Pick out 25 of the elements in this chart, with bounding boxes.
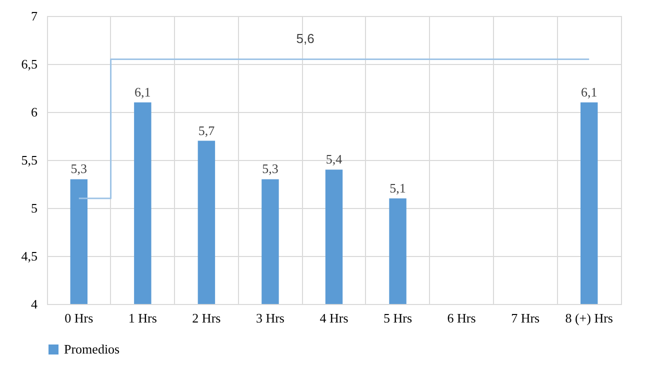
y-tick-label: 4: [31, 296, 38, 312]
x-tick-label: 1 Hrs: [128, 310, 157, 326]
y-tick-label: 6: [31, 104, 38, 120]
data-label: 5,3: [262, 161, 278, 176]
x-tick-label: 0 Hrs: [64, 310, 94, 326]
annotation: 5,6: [296, 31, 314, 46]
x-tick-label: 7 Hrs: [511, 310, 540, 326]
x-tick-label: 5 Hrs: [384, 310, 412, 326]
y-tick-label: 5: [31, 200, 38, 216]
x-tick-label: 2 Hrs: [192, 310, 221, 326]
data-label: 6,1: [134, 84, 151, 100]
y-tick-label: 7: [31, 8, 38, 24]
y-tick-label: 4,5: [21, 248, 38, 264]
data-label: 5,3: [70, 161, 88, 176]
x-tick-label: 4 Hrs: [320, 310, 348, 326]
x-tick-label: 6 Hrs: [447, 310, 476, 326]
data-label: 5,4: [326, 152, 343, 167]
legend-label: Promedios: [64, 342, 120, 356]
data-label: 6,1: [580, 84, 598, 100]
y-tick-label: 6,5: [21, 56, 38, 72]
y-tick-label: 5,5: [21, 152, 38, 168]
data-label: 5,7: [198, 122, 216, 138]
data-label: 5,1: [390, 180, 406, 196]
x-tick-label: 8 (+) Hrs: [565, 310, 613, 326]
x-tick-label: 3 Hrs: [256, 310, 284, 326]
